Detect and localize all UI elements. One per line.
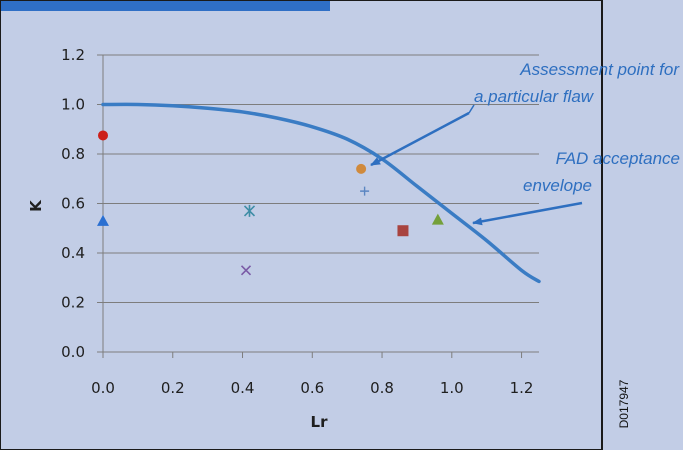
y-tick-label: 1.0 [61,96,85,114]
point-triangle [97,214,109,226]
point-asterisk [243,204,256,217]
point-circle [356,163,367,174]
x-tick-label: 1.2 [510,379,534,397]
x-tick-labels: 0.0 0.2 0.4 0.6 0.8 1.0 1.2 [91,379,533,397]
annotation-fad-arrow [472,201,583,226]
y-tick-label: 0.0 [61,343,85,361]
data-series [97,102,541,284]
top-left-accent-bar [0,0,330,11]
point-x [240,265,252,276]
x-tick-label: 0.0 [91,379,115,397]
x-tick-label: 0.6 [300,379,324,397]
annotations: Assessment point for a.particular flaw FAD… [370,60,680,226]
annotation-assessment-arrow [370,111,470,167]
chart-border [0,0,603,450]
annotation-fad-line-1: FAD acceptance [556,149,680,168]
y-tick-labels: 0.0 0.2 0.4 0.6 0.8 1.0 1.2 [61,46,85,361]
y-axis-title: K [27,199,45,212]
y-tick-label: 0.8 [61,145,85,163]
y-tick-label: 0.6 [61,195,85,213]
fad-envelope-curve [101,102,541,284]
x-tick-label: 0.2 [161,379,185,397]
x-tick-label: 0.8 [370,379,394,397]
point-square [397,225,409,237]
x-tick-label: 1.0 [440,379,464,397]
annotation-fad-line-2: envelope [523,176,592,195]
point-triangle [431,213,444,225]
point-plus [360,186,370,196]
document-id: D017947 [617,379,631,428]
x-tick-label: 0.4 [231,379,255,397]
annotation-assessment-line-1: Assessment point for [519,60,680,79]
point-circle [98,130,108,141]
y-tick-label: 1.2 [61,46,85,64]
annotation-assessment-line-2: a.particular flaw [474,87,595,106]
y-tick-label: 0.2 [61,294,85,312]
x-axis-title: Lr [311,413,329,431]
annotation-assessment-leader [468,104,475,114]
y-tick-label: 0.4 [61,244,85,262]
